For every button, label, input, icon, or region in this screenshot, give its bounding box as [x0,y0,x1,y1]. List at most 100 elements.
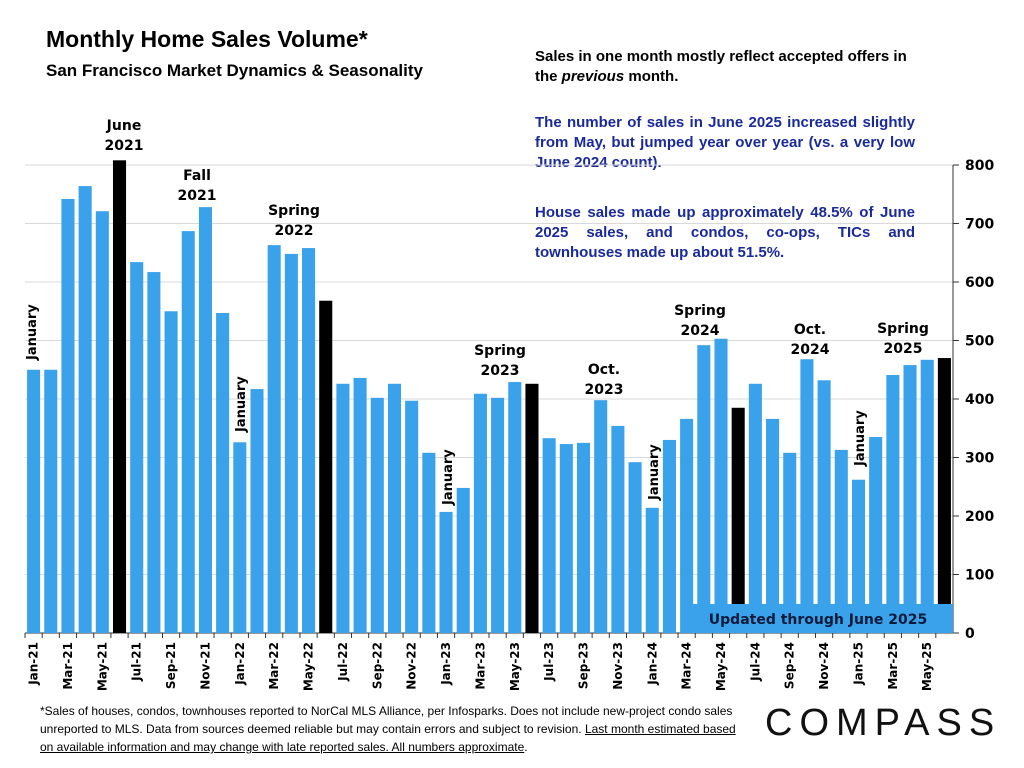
y-tick-label: 400 [965,392,994,408]
bar [250,389,264,633]
annotation: Fall [183,168,211,184]
bar [628,462,642,633]
annotation: Spring [674,303,726,319]
bar [44,369,58,633]
bar [611,425,625,633]
bar [336,383,350,633]
note-text: previous [561,68,625,85]
x-tick-label: Jan-21 [27,642,41,686]
bar [27,369,41,633]
annotation: June [106,118,142,134]
y-tick-label: 200 [965,509,994,525]
footnote-text: *Sales of houses, condos, townhouses rep… [40,704,733,736]
annotation: Spring [474,343,526,359]
y-tick-label: 600 [965,275,994,291]
bar [714,338,728,633]
bar [456,487,470,633]
bar [353,377,367,633]
annotation: Oct. [794,322,826,338]
footnote-text: Last month estimated based on available … [40,722,736,754]
brand-logo: COMPASS [765,702,1002,744]
x-tick-label: Mar-24 [680,642,694,690]
chart: 0 100 200 300 400 500 600 700 800 Jan-21 Mar-21 May… [24,118,994,691]
note: House sales made up approximately 48.5% … [535,204,915,261]
x-tick-label: Sep-22 [370,642,384,689]
bar [473,393,487,633]
bar [903,365,917,633]
annotation: Spring [877,321,929,337]
bar [216,313,230,633]
annotation: January [853,410,868,467]
annotation: Spring [268,203,320,219]
bar [198,207,212,633]
x-tick-label: Sep-24 [783,642,797,689]
bar [78,186,92,633]
bar [542,438,556,633]
bar [920,359,934,633]
x-tick-label: May-25 [920,642,934,691]
bar [147,272,161,633]
x-tick-label: Nov-22 [405,642,419,690]
updated-label: Updated through June 2025 [709,612,927,628]
annotation: 2023 [585,382,624,398]
title: Monthly Home Sales Volume* [46,26,368,52]
bar [766,418,780,633]
bar [508,382,522,633]
bar [387,383,402,633]
x-tick-label: May-24 [714,642,728,691]
bar [937,358,951,633]
y-tick-label: 100 [965,568,994,584]
annotation: 2025 [884,341,923,357]
note-text: Sales in one month mostly reflect accept… [535,48,907,85]
bar [181,231,195,634]
footnote: *Sales of houses, condos, townhouses rep… [40,702,740,756]
bar [800,359,814,633]
y-tick-label: 800 [965,158,994,174]
x-tick-label: Mar-23 [473,642,487,690]
y-tick-label: 700 [965,217,994,233]
annotation: January [25,304,40,361]
bar [851,479,866,633]
x-tick-label: Jan-22 [233,642,247,686]
x-tick-label: Jul-22 [336,642,350,682]
bar [697,345,711,633]
annotation: Oct. [588,362,620,378]
bar [886,375,900,633]
bar [680,418,694,633]
x-tick-label: May-21 [95,642,109,691]
bar [662,439,676,633]
bar [439,511,453,633]
x-tick-label: Jan-23 [439,642,453,686]
x-tick-label: Nov-23 [611,642,625,690]
annotation: 2024 [791,342,830,358]
note-text: month. [624,68,679,85]
bar [491,397,505,633]
annotation: 2022 [275,223,314,239]
annotation: January [234,376,249,433]
bar [164,311,178,633]
x-tick-label: Jul-23 [542,642,556,682]
x-tick-label: Mar-25 [886,642,900,690]
x-tick-label: May-22 [302,642,316,691]
x-tick-label: Mar-21 [61,642,75,690]
bar [370,397,384,633]
note: Sales in one month mostly reflect accept… [535,47,920,87]
annotation: 2023 [481,363,520,379]
bar [319,300,333,633]
bar [112,160,127,633]
annotation: 2021 [105,138,144,154]
bar [405,400,419,633]
y-tick-label: 300 [965,451,994,467]
annotation: January [441,449,456,506]
bar [748,383,762,633]
x-tick-label: Sep-23 [577,642,591,689]
bar [95,211,109,633]
annotation: 2024 [681,323,720,339]
y-tick-label: 500 [965,334,994,350]
bar [525,383,539,633]
x-tick-label: Sep-21 [164,642,178,689]
x-tick-label: Jul-24 [748,642,762,682]
bar [267,245,281,633]
bar [422,452,436,633]
